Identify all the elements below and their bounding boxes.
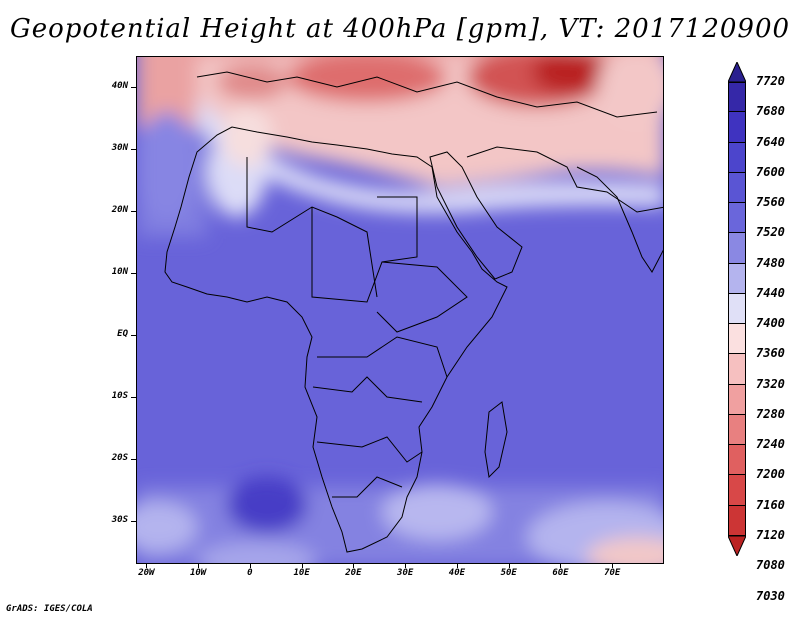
- lon-tick-label: 20W: [138, 568, 155, 578]
- arabia-coast: [466, 146, 663, 213]
- coastlines: [164, 71, 663, 553]
- lon-tick-label: 10E: [293, 568, 310, 578]
- colorbar-segment: [728, 172, 746, 204]
- colorbar-segment: [728, 445, 746, 476]
- lon-tick-label: 30E: [397, 568, 414, 578]
- colorbar-level-label: 7320: [756, 376, 785, 391]
- colorbar-segment: [728, 203, 746, 234]
- lat-tick-label: 30S: [111, 514, 128, 525]
- colorbar-level-label: 7030: [756, 588, 785, 603]
- country-border-5: [312, 376, 423, 403]
- colorbar-level-label: 7440: [756, 285, 785, 300]
- colorbar-level-label: 7160: [756, 497, 785, 512]
- colorbar-segment: [728, 112, 746, 143]
- country-border-7: [332, 476, 403, 498]
- colorbar-level-label: 7240: [756, 437, 785, 452]
- colorbar: [728, 62, 746, 556]
- lon-tick-mark: [560, 564, 562, 568]
- lon-tick-mark: [146, 564, 148, 568]
- africa-outline: [164, 126, 508, 553]
- lat-tick-mark: [131, 148, 136, 150]
- lat-tick-mark: [131, 458, 136, 460]
- colorbar-level-label: 7680: [756, 104, 785, 119]
- lon-tick-label: 50E: [500, 568, 517, 578]
- lat-tick-label: 30N: [111, 142, 128, 153]
- colorbar-level-label: 7640: [756, 134, 785, 149]
- colorbar-segment: [728, 475, 746, 506]
- grads-credit: GrADS: IGES/COLA: [6, 604, 93, 614]
- lat-tick-label: 10S: [111, 390, 128, 401]
- map-plot-area: [136, 56, 664, 564]
- colorbar-segment: [728, 142, 746, 173]
- colorbar-bottom-arrow: [728, 536, 746, 556]
- lon-tick-label: 60E: [552, 568, 569, 578]
- colorbar-segment: [728, 263, 746, 294]
- map-svg: [137, 57, 663, 563]
- colorbar-segment: [728, 324, 746, 355]
- lon-tick-mark: [249, 564, 251, 568]
- colorbar-level-label: 7600: [756, 164, 785, 179]
- lon-tick-mark: [405, 564, 407, 568]
- chart-title: Geopotential Height at 400hPa [gpm], VT:…: [9, 14, 791, 44]
- lon-tick-label: 10W: [189, 568, 207, 578]
- lon-tick-label: 70E: [604, 568, 621, 578]
- lon-tick-mark: [353, 564, 355, 568]
- colorbar-level-label: 7080: [756, 558, 785, 573]
- lat-tick-mark: [131, 520, 136, 522]
- lat-tick-label: 40N: [111, 80, 128, 91]
- madagascar-outline: [484, 401, 508, 479]
- lat-tick-mark: [131, 272, 136, 274]
- lat-tick-mark: [131, 396, 136, 398]
- lon-tick-label: 0: [247, 568, 253, 578]
- colorbar-segment: [728, 233, 746, 264]
- colorbar-level-label: 7280: [756, 406, 785, 421]
- lat-tick-mark: [131, 334, 136, 336]
- lon-tick-label: 20E: [345, 568, 362, 578]
- field-shading: [137, 57, 663, 563]
- colorbar-level-label: 7520: [756, 225, 785, 240]
- lat-tick-label: EQ: [117, 328, 128, 339]
- lat-tick-label: 20S: [111, 452, 128, 463]
- country-border-4: [317, 336, 448, 378]
- colorbar-level-label: 7560: [756, 195, 785, 210]
- country-border-3: [376, 261, 468, 333]
- country-border-6: [316, 436, 423, 463]
- colorbar-level-label: 7480: [756, 255, 785, 270]
- colorbar-level-label: 7200: [756, 467, 785, 482]
- colorbar-segment: [728, 414, 746, 446]
- lat-tick-mark: [131, 86, 136, 88]
- lon-tick-mark: [198, 564, 200, 568]
- lat-tick-label: 10N: [111, 266, 128, 277]
- colorbar-level-label: 7400: [756, 316, 785, 331]
- colorbar-segment: [728, 505, 746, 536]
- lon-tick-mark: [508, 564, 510, 568]
- colorbar-segment: [728, 354, 746, 385]
- colorbar-segment: [728, 293, 746, 325]
- colorbar-level-label: 7720: [756, 74, 785, 88]
- colorbar-level-label: 7120: [756, 528, 785, 542]
- lon-tick-mark: [301, 564, 303, 568]
- lat-tick-mark: [131, 210, 136, 212]
- colorbar-top-arrow: [728, 62, 746, 82]
- india-coast: [576, 166, 663, 273]
- red-sea-region: [429, 151, 523, 280]
- lon-tick-mark: [612, 564, 614, 568]
- colorbar-level-label: 7360: [756, 346, 785, 361]
- lon-tick-mark: [456, 564, 458, 568]
- mediterranean-coast: [196, 71, 658, 118]
- lon-tick-label: 40E: [448, 568, 466, 578]
- colorbar-segment: [728, 82, 746, 113]
- colorbar-segment: [728, 384, 746, 415]
- lat-tick-label: 20N: [111, 204, 128, 215]
